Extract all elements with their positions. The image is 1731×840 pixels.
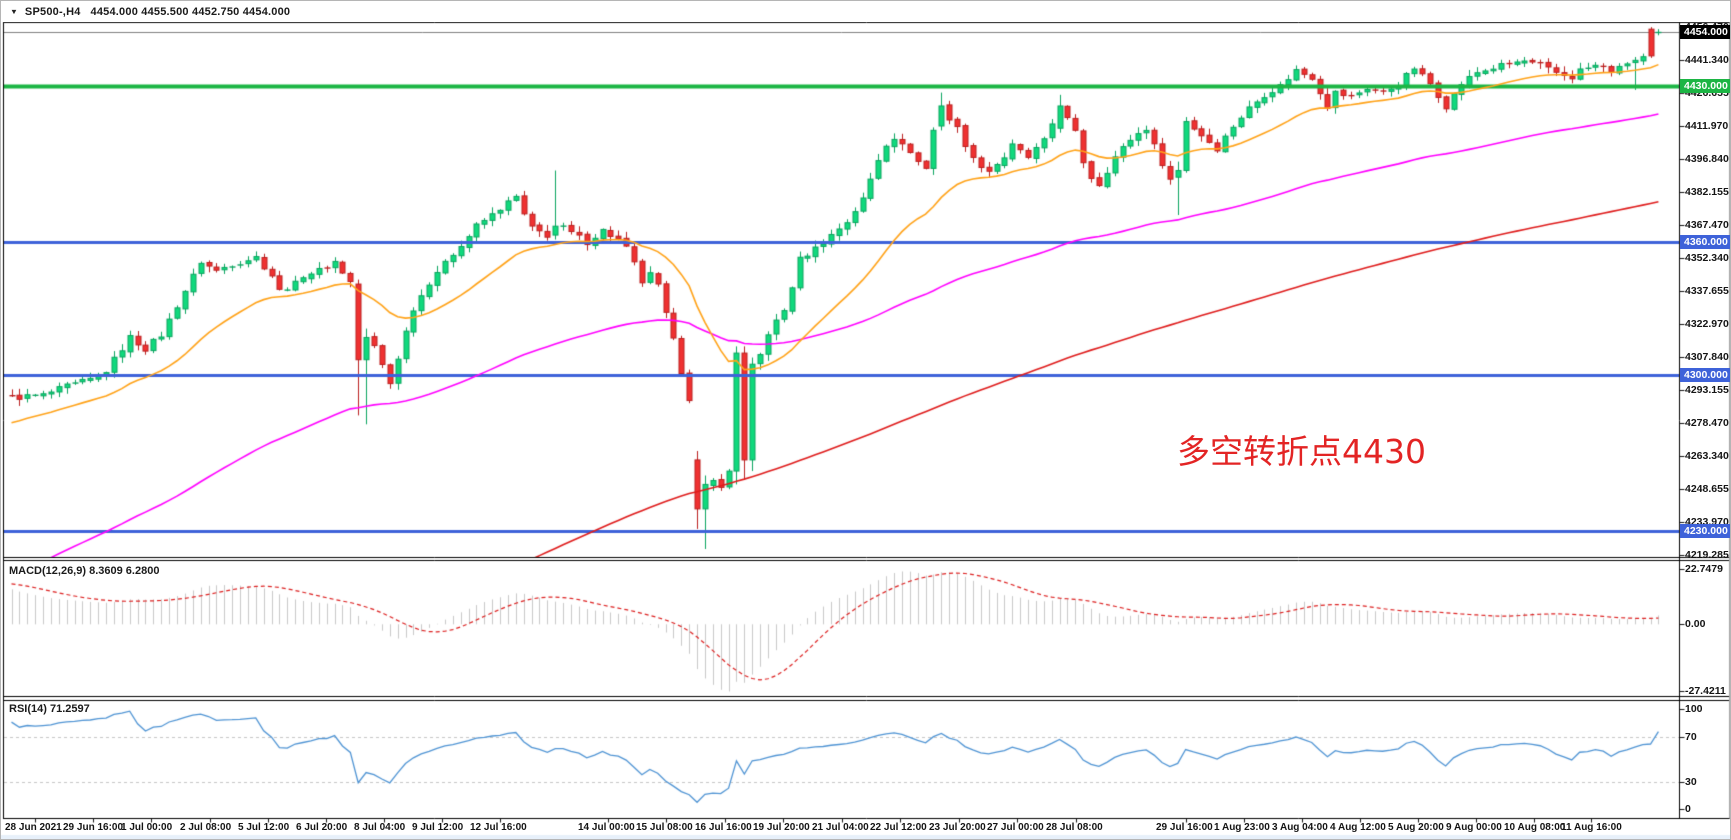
- macd-indicator-label: MACD(12,26,9) 8.3609 6.2800: [9, 565, 159, 577]
- annotation-text: 多空转折点4430: [1177, 432, 1426, 471]
- title-bar: ▼ SP500-,H4 4454.000 4455.500 4452.750 4…: [1, 1, 1730, 22]
- collapse-arrow-icon[interactable]: ▼: [10, 7, 18, 16]
- chart-title-symbol: SP500-,H4: [24, 5, 81, 18]
- rsi-name: RSI(14): [9, 703, 47, 715]
- rsi-value: 71.2597: [49, 703, 90, 715]
- chart-title-ohlc: 4454.000 4455.500 4452.750 4454.000: [90, 5, 291, 18]
- macd-name: MACD(12,26,9): [9, 565, 87, 577]
- rsi-indicator-label: RSI(14) 71.2597: [9, 703, 90, 715]
- macd-values: 8.3609 6.2800: [89, 565, 160, 577]
